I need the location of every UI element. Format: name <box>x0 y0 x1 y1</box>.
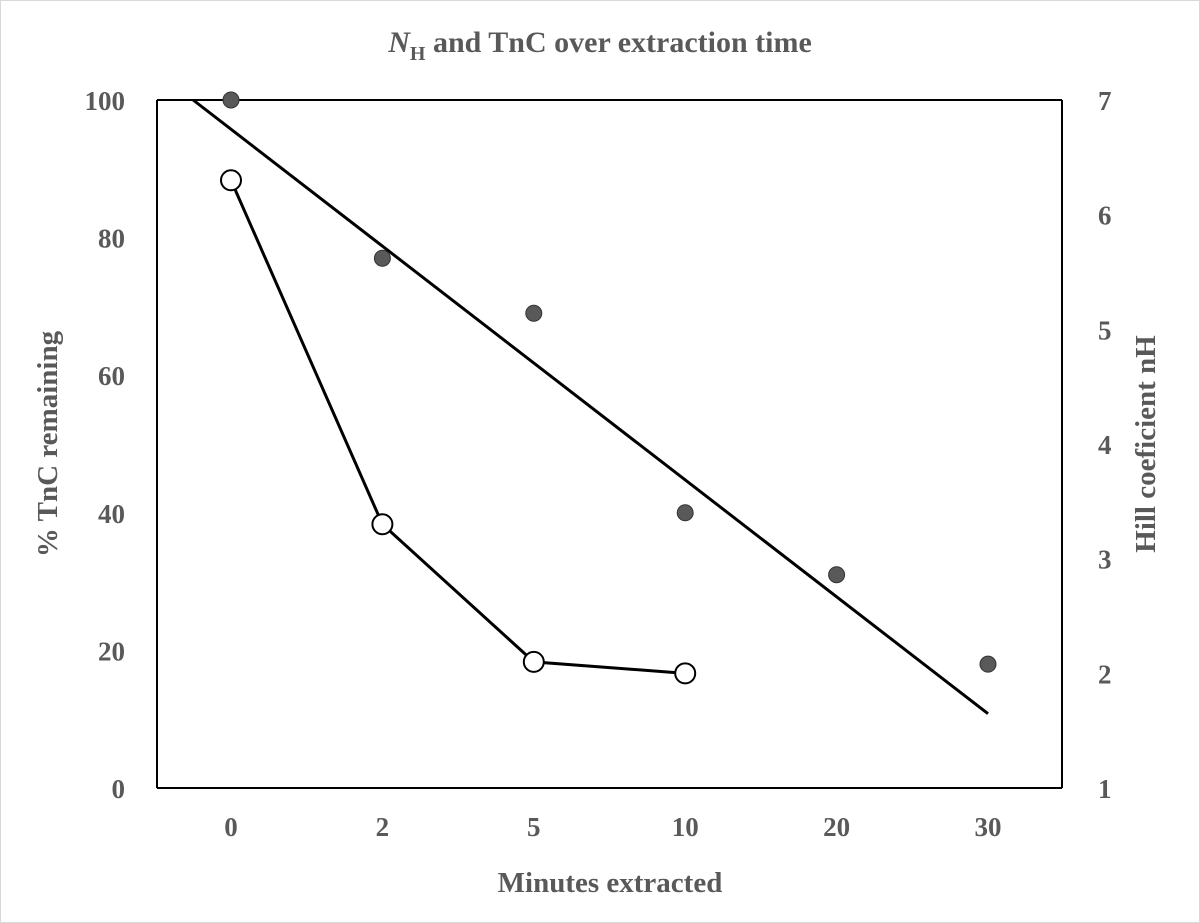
title-italic: N <box>387 26 411 59</box>
y-tick-label: 40 <box>98 499 125 529</box>
y2-tick-label: 2 <box>1098 659 1112 689</box>
x-tick-label: 20 <box>823 812 850 842</box>
tnc-remaining-point <box>828 566 846 584</box>
y2-tick-label: 4 <box>1098 430 1112 460</box>
y-tick-label: 0 <box>112 774 126 804</box>
y2-axis-label: Hill coeficient nH <box>1130 335 1162 553</box>
y2-tick-label: 1 <box>1098 774 1112 804</box>
y-axis-label: % TnC remaining <box>32 330 64 557</box>
hill-coefficient-line <box>229 179 686 675</box>
hill-coefficient-point <box>220 169 242 192</box>
y2-tick-label: 6 <box>1098 201 1112 231</box>
plot-area: 0 20 40 60 80 100 1 2 3 4 5 6 7 0 2 5 10 20 30 <box>85 86 1112 842</box>
title-rest: and TnC over extraction time <box>425 26 811 59</box>
tnc-remaining-point <box>373 249 391 267</box>
y-tick-label: 80 <box>98 224 125 254</box>
y-tick-label: 100 <box>85 86 126 116</box>
x-tick-label: 30 <box>975 812 1002 842</box>
y-tick-label: 60 <box>98 361 125 391</box>
y2-tick-label: 3 <box>1098 545 1112 575</box>
tnc-remaining-point <box>525 304 543 322</box>
tnc-remaining-point <box>222 91 240 109</box>
x-tick-label: 10 <box>672 812 699 842</box>
hill-coefficient-point <box>522 650 545 673</box>
x-axis-label: Minutes extracted <box>498 867 723 899</box>
hill-coefficient-point <box>674 662 697 685</box>
y-tick-label: 20 <box>98 636 125 666</box>
x-tick-label: 0 <box>224 812 238 842</box>
chart-title: NH and TnC over extraction time <box>387 26 812 65</box>
y2-tick-label: 7 <box>1098 86 1112 116</box>
hill-coefficient-point <box>371 513 394 536</box>
x-tick-label: 5 <box>527 812 541 842</box>
title-subscript: H <box>410 43 426 65</box>
tnc-remaining-point <box>979 655 997 673</box>
trendline <box>192 98 989 715</box>
y2-tick-label: 5 <box>1098 315 1112 345</box>
x-tick-label: 2 <box>376 812 390 842</box>
tnc-remaining-point <box>676 504 694 522</box>
